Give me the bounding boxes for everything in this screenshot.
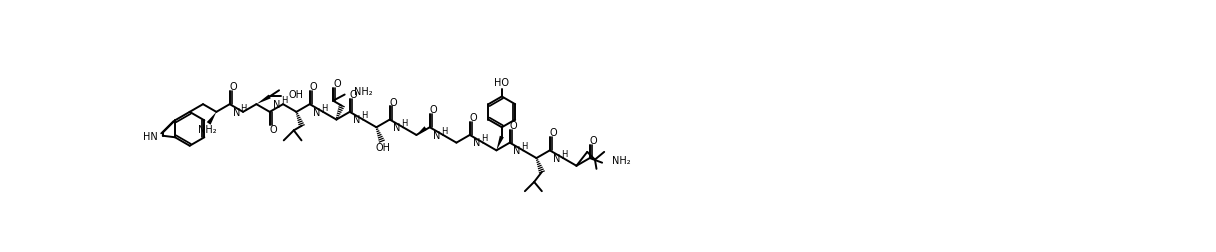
Polygon shape [207,112,216,125]
Text: O: O [590,136,597,146]
Text: H: H [480,134,488,143]
Text: HN: HN [143,132,158,142]
Text: O: O [429,105,438,115]
Text: N: N [552,154,561,164]
Text: H: H [361,111,367,120]
Text: O: O [510,121,518,131]
Text: O: O [350,90,358,100]
Text: OH: OH [289,90,304,100]
Text: H: H [440,127,447,136]
Text: N: N [232,108,240,118]
Text: H: H [400,119,407,128]
Text: N: N [353,115,360,125]
Text: N: N [473,138,480,148]
Text: HO: HO [495,78,510,88]
Text: N: N [272,100,280,110]
Text: H: H [241,104,247,112]
Text: N: N [313,108,320,118]
Text: N: N [393,123,400,133]
Text: H: H [281,96,287,105]
Text: O: O [270,125,277,135]
Polygon shape [496,136,503,150]
Text: H: H [321,104,327,112]
Text: H: H [520,142,527,151]
Text: NH₂: NH₂ [198,125,216,135]
Text: O: O [550,129,557,138]
Text: N: N [433,131,440,141]
Text: N: N [513,146,520,156]
Text: O: O [333,79,340,89]
Text: NH₂: NH₂ [354,87,372,97]
Text: OH: OH [376,143,390,153]
Text: O: O [310,82,317,92]
Text: O: O [469,113,478,123]
Text: O: O [230,82,237,92]
Text: H: H [561,150,567,159]
Polygon shape [257,94,271,104]
Polygon shape [416,126,427,135]
Text: NH₂: NH₂ [612,156,631,166]
Text: O: O [390,98,398,108]
